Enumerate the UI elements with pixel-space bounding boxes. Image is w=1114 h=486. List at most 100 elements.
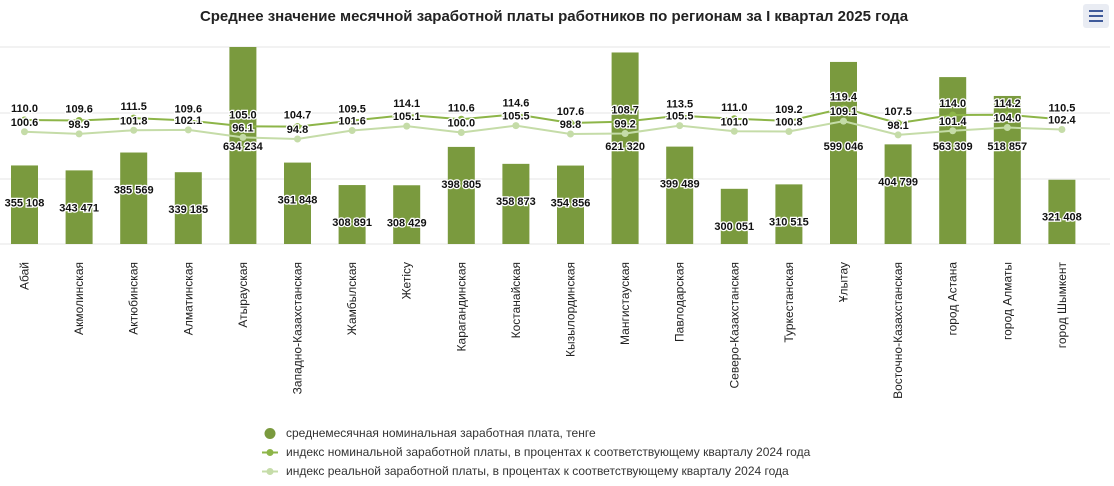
nominal-index-point-13[interactable]: [676, 112, 684, 120]
nominal-index-point-18[interactable]: [949, 111, 957, 119]
nominal-index-label-7: 109.5: [338, 104, 366, 116]
bar-14[interactable]: [720, 188, 748, 244]
bar-value-label-4: 339 185: [168, 204, 208, 216]
real-index-point-7[interactable]: [348, 127, 356, 134]
nominal-index-point-11[interactable]: [567, 119, 574, 127]
bar-17[interactable]: [884, 144, 912, 244]
nominal-index-point-16[interactable]: [840, 104, 847, 112]
nominal-index-point-15[interactable]: [785, 117, 793, 125]
nominal-index-label-19: 114.2: [994, 98, 1021, 110]
bar-18[interactable]: [939, 77, 967, 244]
real-index-point-10[interactable]: [512, 122, 520, 130]
bar-19[interactable]: [993, 95, 1021, 244]
bar-12[interactable]: [611, 52, 639, 245]
real-index-label-16: 109.1: [830, 106, 858, 118]
real-index-point-16[interactable]: [840, 117, 847, 125]
bar-value-label-2: 343 471: [59, 202, 99, 214]
bar-1[interactable]: [11, 165, 38, 244]
bar-value-label-20: 321 408: [1042, 212, 1082, 224]
real-index-label-4: 102.1: [175, 115, 203, 127]
bar-value-label-3: 385 569: [114, 185, 154, 197]
real-index-point-4[interactable]: [184, 126, 192, 134]
x-axis-label-19: город Алматы: [1000, 262, 1014, 340]
bar-3[interactable]: [120, 152, 148, 244]
x-axis-label-18: город Астана: [946, 262, 960, 336]
real-index-label-15: 100.8: [775, 117, 803, 129]
real-index-point-19[interactable]: [1003, 124, 1011, 131]
real-index-point-15[interactable]: [785, 128, 793, 135]
bar-16[interactable]: [830, 61, 857, 244]
nominal-index-point-7[interactable]: [348, 117, 356, 125]
bar-8[interactable]: [393, 185, 421, 244]
nominal-index-label-13: 113.5: [666, 99, 693, 111]
real-index-point-3[interactable]: [130, 126, 138, 134]
bar-9[interactable]: [447, 146, 475, 244]
x-axis-label-5: Атырауская: [236, 262, 250, 328]
nominal-index-point-1[interactable]: [21, 116, 28, 124]
nominal-index-point-17[interactable]: [894, 119, 902, 127]
nominal-index-point-20[interactable]: [1058, 115, 1066, 123]
bar-15[interactable]: [775, 184, 803, 244]
nominal-index-point-3[interactable]: [130, 114, 138, 122]
real-index-point-17[interactable]: [894, 131, 902, 139]
nominal-index-label-4: 109.6: [175, 104, 203, 116]
real-index-point-12[interactable]: [621, 130, 629, 137]
nominal-index-point-19[interactable]: [1003, 111, 1011, 119]
hamburger-menu-icon[interactable]: [1083, 4, 1109, 28]
x-axis-label-13: Павлодарская: [673, 262, 687, 342]
real-index-point-9[interactable]: [457, 129, 465, 136]
bar-13[interactable]: [666, 146, 694, 244]
x-axis-label-11: Кызылординская: [564, 262, 578, 357]
x-axis-label-15: Туркестанская: [782, 262, 796, 343]
x-axis-label-2: Акмолинская: [72, 262, 86, 335]
legend-item-nominal[interactable]: индекс номинальной заработной платы, в п…: [262, 443, 810, 462]
x-axis-label-4: Алматинская: [181, 262, 195, 335]
nominal-index-point-12[interactable]: [621, 118, 629, 126]
legend-item-real[interactable]: индекс реальной заработной платы, в проц…: [262, 462, 810, 481]
bar-4[interactable]: [174, 172, 202, 244]
bar-10[interactable]: [502, 163, 530, 244]
nominal-index-point-4[interactable]: [184, 117, 192, 124]
nominal-index-label-2: 109.6: [65, 104, 93, 116]
nominal-index-point-14[interactable]: [730, 115, 738, 123]
chart-title: Среднее значение месячной заработной пла…: [199, 8, 909, 25]
real-index-point-6[interactable]: [294, 135, 301, 143]
real-index-point-14[interactable]: [730, 127, 738, 135]
x-axis-label-6: Западно-Казахстанская: [291, 262, 305, 394]
nominal-index-point-9[interactable]: [457, 115, 465, 123]
bar-value-label-7: 308 891: [332, 217, 372, 229]
nominal-index-point-10[interactable]: [512, 110, 520, 118]
real-index-label-14: 101.0: [721, 116, 749, 128]
real-index-point-2[interactable]: [75, 130, 83, 138]
bar-value-label-11: 354 856: [551, 198, 591, 210]
real-index-label-17: 98.1: [887, 120, 908, 132]
real-index-point-18[interactable]: [949, 127, 957, 135]
real-index-point-13[interactable]: [676, 122, 684, 130]
x-axis-label-3: Актюбинская: [127, 262, 141, 335]
bar-5[interactable]: [229, 47, 257, 244]
real-index-point-20[interactable]: [1058, 126, 1066, 133]
bar-6[interactable]: [284, 162, 311, 244]
legend-item-bar[interactable]: среднемесячная номинальная заработная пл…: [262, 424, 810, 443]
bar-11[interactable]: [557, 165, 584, 244]
legend-bar-marker-icon: [264, 428, 276, 439]
real-index-point-8[interactable]: [403, 122, 411, 130]
real-index-point-11[interactable]: [567, 130, 574, 138]
bar-value-label-10: 358 873: [496, 196, 536, 208]
bar-value-label-1: 355 108: [5, 197, 45, 209]
bar-7[interactable]: [338, 185, 366, 244]
legend-real-marker-icon: [262, 468, 278, 475]
bar-2[interactable]: [65, 170, 93, 244]
real-index-label-3: 101.8: [120, 115, 148, 127]
nominal-index-point-5[interactable]: [239, 122, 247, 130]
nominal-index-point-2[interactable]: [75, 117, 83, 124]
real-index-point-5[interactable]: [239, 133, 247, 141]
nominal-index-label-5: 105.0: [229, 109, 257, 121]
nominal-index-point-6[interactable]: [294, 123, 301, 131]
bar-20[interactable]: [1048, 179, 1076, 244]
nominal-index-point-8[interactable]: [403, 111, 411, 119]
real-index-point-1[interactable]: [21, 128, 28, 136]
nominal-index-label-17: 107.5: [884, 106, 912, 118]
real-index-label-9: 100.0: [448, 118, 476, 130]
x-axis-label-12: Мангистауская: [618, 262, 632, 345]
